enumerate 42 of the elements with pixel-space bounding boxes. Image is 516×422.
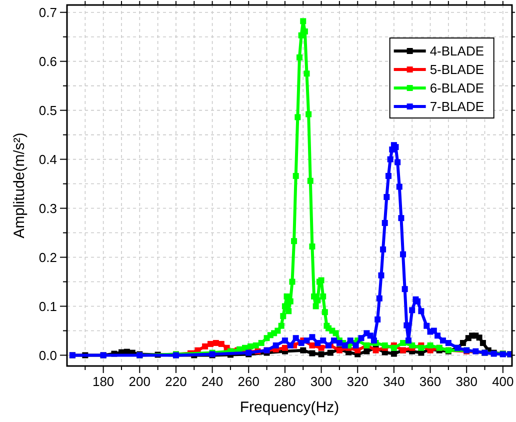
point — [282, 344, 288, 351]
legend-label: 7-BLADE — [430, 99, 484, 114]
x-axis-title: Frequency(Hz) — [240, 399, 340, 416]
point — [207, 340, 214, 347]
y-tick-label: 0.2 — [38, 250, 57, 265]
point — [480, 340, 486, 346]
point — [309, 342, 316, 348]
y-tick-label: 0.4 — [38, 152, 57, 167]
point — [327, 350, 334, 356]
x-tick-label: 340 — [383, 374, 405, 389]
y-axis-title: Amplitude(m/s²) — [11, 132, 28, 238]
point — [476, 334, 482, 341]
point — [218, 340, 224, 347]
x-tick-label: 320 — [346, 374, 368, 389]
x-tick-label: 220 — [165, 374, 187, 389]
legend-label: 4-BLADE — [430, 44, 484, 59]
x-tick-label: 200 — [128, 374, 151, 389]
y-tick-label: 0.7 — [38, 4, 57, 20]
y-tick-label: 0.1 — [38, 298, 57, 314]
x-tick-label: 360 — [419, 374, 442, 389]
x-tick-label: 260 — [238, 374, 260, 389]
y-tick-label: 0.6 — [38, 54, 57, 69]
point — [390, 350, 397, 357]
point — [364, 348, 370, 354]
x-tick-label: 300 — [310, 374, 332, 389]
legend-label: 5-BLADE — [430, 62, 484, 78]
point — [372, 347, 379, 354]
x-tick-label: 380 — [456, 374, 478, 389]
point — [460, 340, 466, 346]
x-tick-label: 180 — [92, 374, 114, 389]
point — [318, 344, 324, 351]
y-tick-label: 0.3 — [38, 200, 57, 216]
x-tick-label: 280 — [274, 374, 296, 389]
x-tick-label: 400 — [492, 374, 514, 389]
legend-label: 6-BLADE — [430, 80, 484, 96]
y-tick-label: 0.0 — [38, 348, 57, 363]
x-tick-label: 240 — [201, 374, 224, 389]
point — [318, 351, 324, 358]
point — [202, 343, 208, 350]
y-tick-label: 0.5 — [38, 102, 57, 118]
point — [309, 350, 316, 356]
point — [300, 347, 306, 354]
